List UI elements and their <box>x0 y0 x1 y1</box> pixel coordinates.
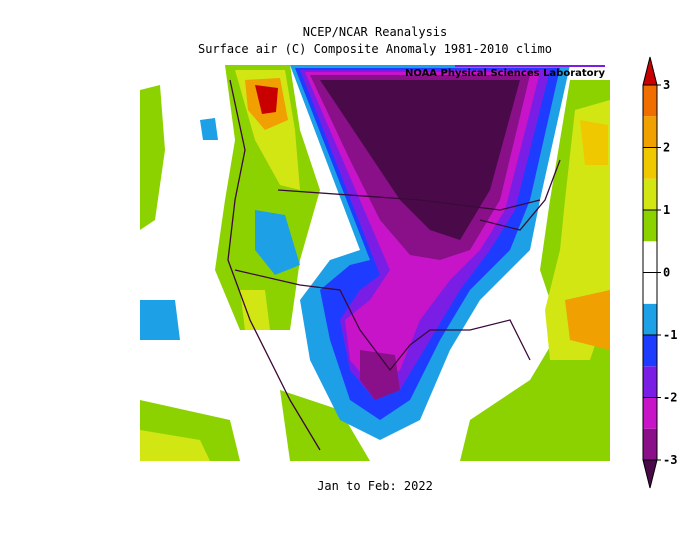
subtitle: Surface air (C) Composite Anomaly 1981-2… <box>198 42 552 56</box>
colorbar-tick-label: 0 <box>663 266 670 280</box>
colorbar-tick-label: -2 <box>663 391 677 405</box>
colorbar-tick-label: 2 <box>663 141 670 155</box>
colorbar-band <box>643 272 657 304</box>
colorbar-tick-label: -3 <box>663 453 677 467</box>
colorbar-band <box>643 366 657 398</box>
colorbar-band <box>643 303 657 335</box>
colorbar-band <box>643 85 657 117</box>
colorbar-band <box>643 210 657 242</box>
colorbar-band <box>643 241 657 273</box>
period: Jan to Feb: 2022 <box>317 479 433 493</box>
colorbar-band <box>643 335 657 367</box>
colorbar-band <box>643 397 657 429</box>
colorbar-below <box>643 460 657 488</box>
colorbar-band <box>643 178 657 210</box>
colorbar-tick-label: 3 <box>663 78 670 92</box>
colorbar: -3 -2 -1 0 1 2 3 <box>642 56 677 489</box>
anomaly-map <box>140 65 610 461</box>
colorbar-band <box>643 428 657 460</box>
title: NCEP/NCAR Reanalysis <box>303 25 448 39</box>
colorbar-tick-label: -1 <box>663 328 677 342</box>
colorbar-band <box>643 147 657 179</box>
colorbar-tick-label: 1 <box>663 203 670 217</box>
credit: NOAA Physical Sciences Laboratory <box>405 68 606 79</box>
colorbar-above <box>643 57 657 85</box>
colorbar-band <box>643 116 657 148</box>
